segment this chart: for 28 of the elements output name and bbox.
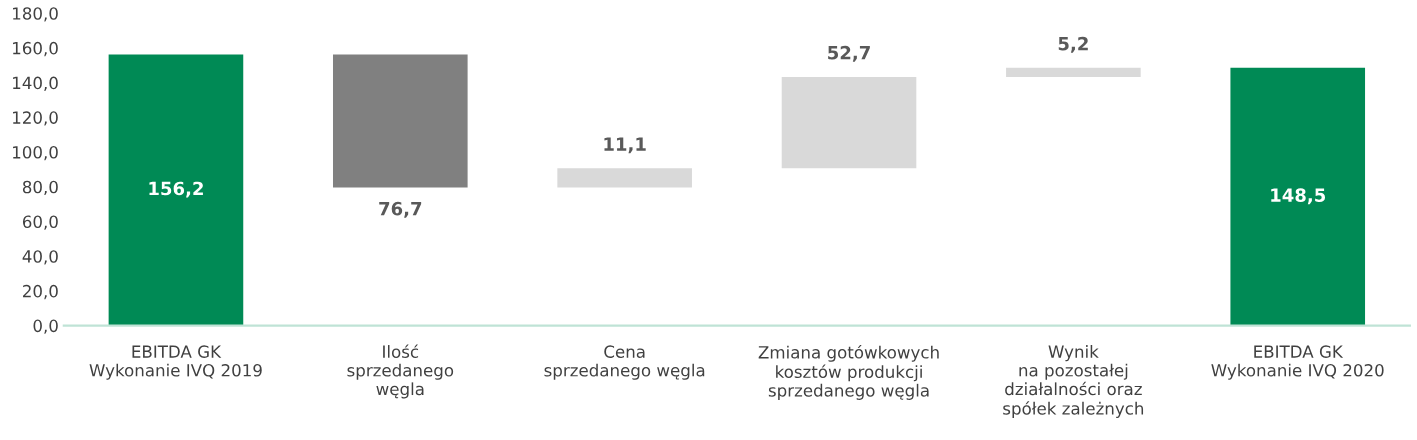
bar [1230,67,1366,326]
data-label: 76,7 [379,201,422,218]
y-tick-label: 140,0 [13,76,58,91]
y-tick-label: 0,0 [33,319,58,334]
x-tick-label: Cena sprzedanego węgla [544,345,705,380]
data-label: 11,1 [604,137,646,154]
data-label: 52,7 [828,45,870,62]
bar [781,76,917,169]
data-label: 5,2 [1058,36,1088,53]
y-tick-label: 180,0 [13,7,58,22]
bar [1006,67,1141,77]
bar [333,54,468,188]
y-tick-label: 60,0 [22,215,58,230]
x-tick-label: EBITDA GK Wykonanie IVQ 2020 [1211,345,1384,380]
bar [557,168,692,188]
data-label: 156,2 [149,181,203,198]
x-tick-label: Zmiana gotówkowych kosztów produkcji sprzedanego węgla [758,345,939,400]
x-tick-label: Ilość sprzedanego węgla [347,344,454,399]
y-tick-label: 100,0 [13,146,58,161]
data-label: 148,5 [1271,188,1326,205]
y-tick-label: 80,0 [22,180,58,196]
x-tick-label: EBITDA GK Wykonanie IVQ 2019 [89,345,262,380]
y-tick-label: 160,0 [13,41,58,57]
x-tick-label: Wynik na pozostałej działalności oraz spółek zależnych [1003,345,1144,418]
y-tick-label: 40,0 [22,250,58,265]
y-tick-label: 120,0 [13,111,58,126]
bar [108,54,244,326]
y-tick-label: 20,0 [23,284,58,300]
